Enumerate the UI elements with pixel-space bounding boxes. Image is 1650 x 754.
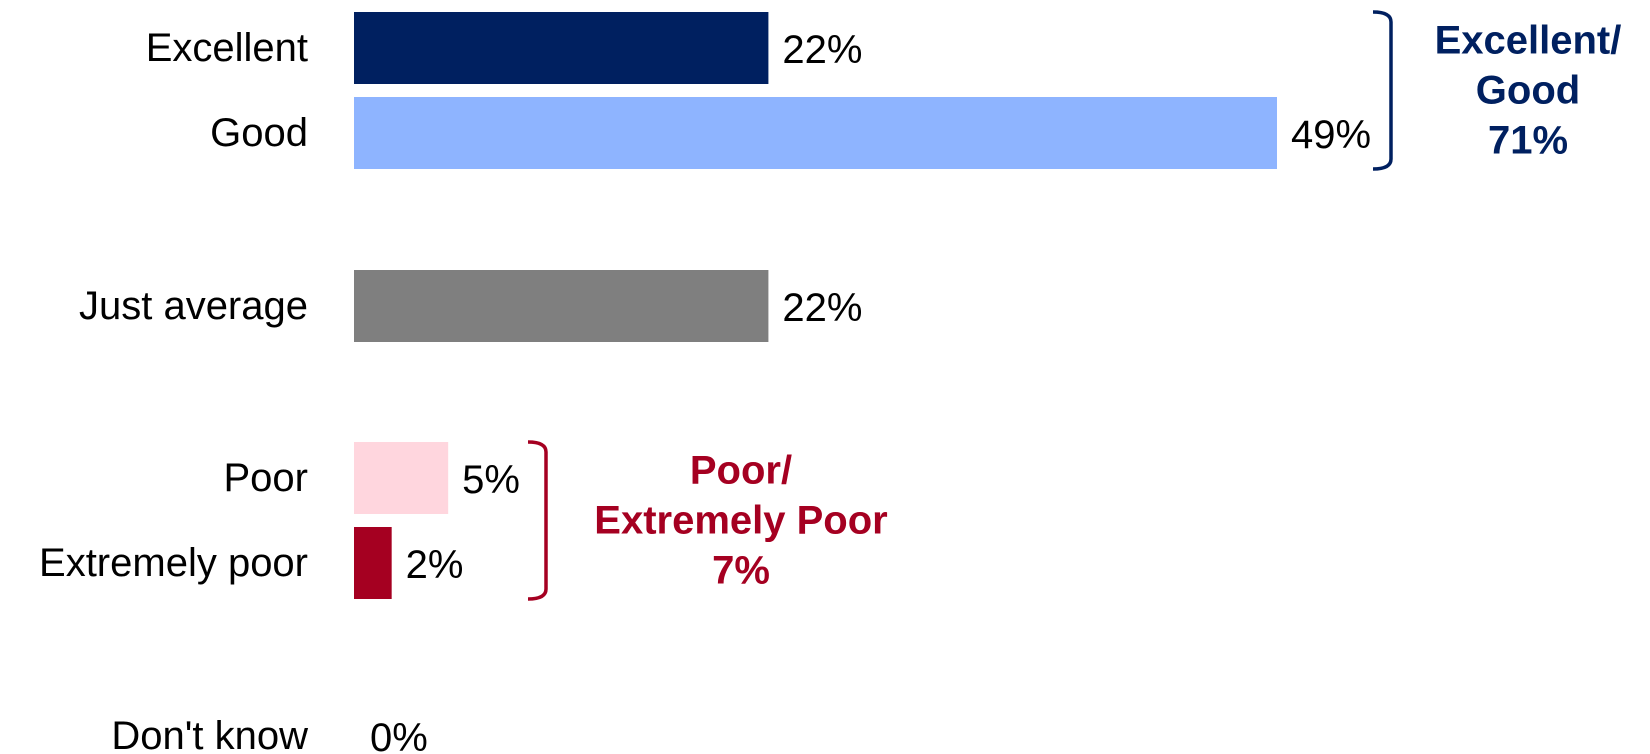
value-label-poor: 5% — [462, 458, 520, 502]
group-label-2-line1: Poor/ — [690, 449, 792, 493]
category-label-just-average: Just average — [79, 284, 308, 328]
category-label-don-t-know: Don't know — [111, 714, 308, 754]
group-bracket-1 — [1372, 10, 1393, 171]
bar-just-average — [354, 270, 769, 342]
group-label-1-line2: Good — [1476, 69, 1580, 113]
group-label-1-line1: Excellent/ — [1435, 19, 1622, 63]
category-label-extremely-poor: Extremely poor — [39, 541, 308, 585]
group-total-2: 7% — [712, 549, 770, 593]
value-label-excellent: 22% — [782, 28, 862, 72]
category-label-excellent: Excellent — [146, 26, 308, 70]
category-label-poor: Poor — [224, 456, 309, 500]
bar-extremely-poor — [354, 527, 392, 599]
bar-poor — [354, 442, 449, 514]
value-label-good: 49% — [1291, 113, 1371, 157]
group-total-1: 71% — [1488, 119, 1568, 163]
value-label-extremely-poor: 2% — [406, 543, 464, 587]
group-label-2-line2: Extremely Poor — [594, 499, 887, 543]
group-bracket-2 — [527, 440, 548, 601]
bar-excellent — [354, 12, 769, 84]
category-label-good: Good — [210, 111, 308, 155]
value-label-don-t-know: 0% — [370, 716, 428, 754]
bar-good — [354, 97, 1277, 169]
value-label-just-average: 22% — [782, 286, 862, 330]
